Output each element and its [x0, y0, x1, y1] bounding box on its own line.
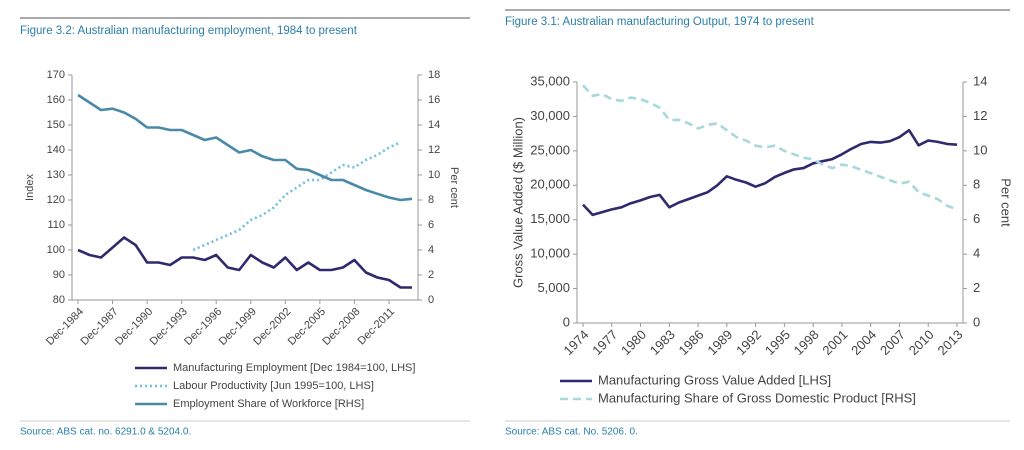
y-tick-label: 80 — [53, 294, 65, 306]
x-tick-label: 1992 — [733, 327, 764, 358]
y-tick-label: 100 — [47, 244, 65, 256]
series-line — [582, 84, 958, 211]
x-tick-label: 1974 — [560, 327, 591, 358]
y2-tick-label: 8 — [973, 177, 980, 192]
x-tick-label: 2001 — [819, 327, 850, 358]
y-tick-label: 140 — [47, 144, 65, 156]
series-line — [582, 128, 958, 217]
y-tick-label: 170 — [47, 69, 65, 81]
y2-tick-label: 4 — [428, 244, 434, 256]
y2-tick-label: 14 — [428, 119, 440, 131]
y-tick-label: 5,000 — [537, 280, 570, 295]
y2-tick-label: 0 — [973, 314, 980, 329]
x-tick-label: 1995 — [762, 327, 793, 358]
series-line — [77, 93, 413, 202]
x-tick-label: 2004 — [848, 327, 879, 358]
x-tick-label: 2010 — [906, 327, 937, 358]
y2-tick-label: 4 — [973, 246, 980, 261]
y-tick-label: 10,000 — [530, 246, 570, 261]
series-line — [77, 236, 412, 289]
x-tick-label: 1980 — [618, 327, 649, 358]
x-tick-label: Dec-2011 — [355, 306, 397, 348]
y-tick-label: 15,000 — [530, 211, 570, 226]
x-tick-label: 1983 — [647, 327, 678, 358]
y-tick-label: 90 — [53, 269, 65, 281]
legend-label: Manufacturing Employment [Dec 1984=100, … — [173, 362, 415, 374]
series-line — [192, 141, 402, 252]
y2-tick-label: 10 — [428, 169, 440, 181]
y2-tick-label: 12 — [428, 144, 440, 156]
x-tick-label: Dec-2008 — [320, 306, 362, 348]
y2-axis-label: Per cent — [999, 178, 1014, 227]
y-tick-label: 30,000 — [530, 108, 570, 123]
legend-label: Manufacturing Share of Gross Domestic Pr… — [598, 390, 916, 405]
y-tick-label: 160 — [47, 94, 65, 106]
y2-tick-label: 8 — [428, 194, 434, 206]
y2-tick-label: 14 — [973, 73, 987, 88]
x-tick-label: 2013 — [934, 327, 965, 358]
y-tick-label: 20,000 — [530, 177, 570, 192]
y2-tick-label: 12 — [973, 108, 987, 123]
x-tick-label: 1986 — [676, 327, 707, 358]
chart-title: Figure 3.2: Australian manufacturing emp… — [20, 25, 358, 37]
y-tick-label: 35,000 — [530, 73, 570, 88]
x-tick-label: 1998 — [791, 327, 822, 358]
y-tick-label: 0 — [563, 314, 570, 329]
source-note: Source: ABS cat. no. 6291.0 & 5204.0. — [20, 427, 191, 438]
y2-tick-label: 16 — [428, 94, 440, 106]
y2-tick-label: 2 — [973, 280, 980, 295]
x-tick-label: 2007 — [877, 327, 908, 358]
y-tick-label: 120 — [47, 194, 65, 206]
y-axis-label: Gross Value Added ($ Million) — [510, 117, 525, 288]
y2-tick-label: 10 — [973, 142, 987, 157]
legend-label: Manufacturing Gross Value Added [LHS] — [598, 372, 831, 387]
y-axis-label: Index — [24, 174, 36, 201]
y2-tick-label: 6 — [973, 211, 980, 226]
x-tick-label: 1989 — [704, 327, 735, 358]
y-tick-label: 25,000 — [530, 142, 570, 157]
x-tick-label: 1977 — [589, 327, 620, 358]
legend-label: Employment Share of Workforce [RHS] — [173, 398, 364, 410]
y-tick-label: 130 — [47, 169, 65, 181]
y-tick-label: 150 — [47, 119, 65, 131]
y2-tick-label: 2 — [428, 269, 434, 281]
chart-title: Figure 3.1: Australian manufacturing Out… — [505, 16, 815, 28]
source-note: Source: ABS cat. No. 5206. 0. — [505, 427, 638, 438]
y-tick-label: 110 — [47, 219, 65, 231]
y2-tick-label: 18 — [428, 69, 440, 81]
legend-label: Labour Productivity [Jun 1995=100, LHS] — [173, 380, 374, 392]
y2-axis-label: Per cent — [448, 167, 460, 208]
y2-tick-label: 0 — [428, 294, 434, 306]
y2-tick-label: 6 — [428, 219, 434, 231]
